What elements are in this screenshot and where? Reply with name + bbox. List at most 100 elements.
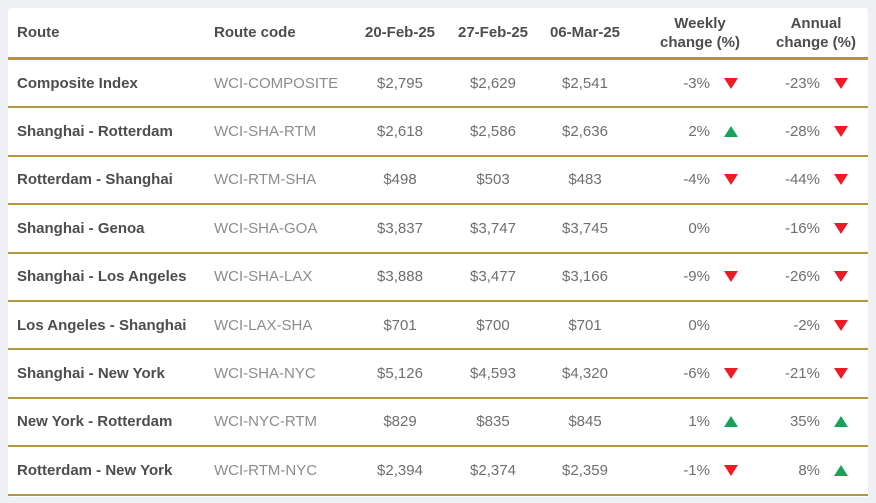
weekly-change-value: -1% — [683, 461, 710, 479]
annual-change-arrow-icon — [834, 174, 848, 186]
annual-change-value: -44% — [784, 171, 820, 189]
route-code: WCI-LAX-SHA — [214, 316, 313, 334]
weekly-change-value: -9% — [683, 268, 710, 286]
weekly-change-value: -6% — [683, 365, 710, 383]
rate-06-mar: $2,359 — [562, 461, 608, 479]
column-header-weekly-change: Weekly change (%) — [659, 14, 740, 51]
annual-change-value: 8% — [798, 461, 820, 479]
table-row: Composite Index WCI-COMPOSITE $2,795 $2,… — [8, 60, 868, 109]
annual-change-arrow-icon — [834, 368, 848, 380]
column-header-date-3: 06-Mar-25 — [549, 24, 621, 41]
weekly-change-cell: -9% — [636, 268, 764, 285]
weekly-change-value: 2% — [688, 123, 710, 141]
rate-27-feb: $835 — [476, 413, 510, 431]
weekly-change-cell: 0% — [636, 220, 764, 237]
annual-change-cell: -28% — [764, 123, 868, 140]
table-row: Los Angeles - Shanghai WCI-LAX-SHA $701 … — [8, 302, 868, 351]
route-code: WCI-NYC-RTM — [214, 413, 318, 431]
route-name: Shanghai - Los Angeles — [17, 268, 187, 286]
annual-change-value: -26% — [784, 268, 820, 286]
table-body: Composite Index WCI-COMPOSITE $2,795 $2,… — [8, 60, 868, 496]
column-header-date-2: 27-Feb-25 — [457, 24, 529, 41]
annual-change-value: -21% — [784, 365, 820, 383]
rate-20-feb: $3,888 — [377, 268, 423, 286]
rate-27-feb: $2,374 — [470, 461, 516, 479]
rate-06-mar: $4,320 — [562, 365, 608, 383]
rate-20-feb: $5,126 — [377, 365, 423, 383]
weekly-change-cell: -3% — [636, 75, 764, 92]
annual-change-arrow-icon — [834, 271, 848, 283]
annual-change-value: 35% — [789, 413, 820, 431]
rate-06-mar: $701 — [568, 316, 602, 334]
route-code: WCI-SHA-RTM — [214, 123, 317, 141]
annual-change-value: -23% — [784, 74, 820, 92]
annual-change-value: -28% — [784, 123, 820, 141]
column-header-route: Route — [17, 24, 60, 41]
rate-06-mar: $2,636 — [562, 123, 608, 141]
weekly-change-cell: -1% — [636, 462, 764, 479]
rate-06-mar: $845 — [568, 413, 602, 431]
table-row: Shanghai - Los Angeles WCI-SHA-LAX $3,88… — [8, 254, 868, 302]
weekly-change-arrow-icon — [724, 126, 738, 138]
rate-27-feb: $2,586 — [470, 123, 516, 141]
table-row: Rotterdam - New York WCI-RTM-NYC $2,394 … — [8, 447, 868, 496]
weekly-change-arrow-icon — [724, 77, 738, 89]
rate-20-feb: $2,618 — [377, 123, 423, 141]
route-code: WCI-COMPOSITE — [214, 74, 339, 92]
weekly-change-value: 0% — [688, 316, 710, 334]
column-header-route-code: Route code — [214, 24, 296, 41]
rate-20-feb: $701 — [383, 316, 417, 334]
annual-change-cell: -44% — [764, 171, 868, 188]
rate-20-feb: $829 — [383, 413, 417, 431]
table-row: Shanghai - Rotterdam WCI-SHA-RTM $2,618 … — [8, 108, 868, 157]
weekly-change-cell: -6% — [636, 365, 764, 382]
route-code: WCI-SHA-NYC — [214, 365, 316, 383]
table-header-row: Route Route code 20-Feb-25 27-Feb-25 06-… — [8, 8, 868, 60]
rate-20-feb: $3,837 — [377, 219, 423, 237]
weekly-change-arrow-icon — [724, 416, 738, 428]
rate-06-mar: $2,541 — [562, 74, 608, 92]
annual-change-arrow-icon — [834, 416, 848, 428]
weekly-change-value: -4% — [683, 171, 710, 189]
annual-change-arrow-icon — [834, 126, 848, 138]
route-name: Rotterdam - Shanghai — [17, 171, 173, 189]
annual-change-arrow-icon — [834, 222, 848, 234]
route-name: Rotterdam - New York — [17, 461, 173, 479]
annual-change-arrow-icon — [834, 319, 848, 331]
route-code: WCI-RTM-NYC — [214, 461, 318, 479]
rate-27-feb: $3,747 — [470, 219, 516, 237]
annual-change-cell: 35% — [764, 413, 868, 430]
rate-27-feb: $4,593 — [470, 365, 516, 383]
weekly-change-value: 0% — [688, 219, 710, 237]
rate-20-feb: $498 — [383, 171, 417, 189]
route-name: Shanghai - New York — [17, 365, 165, 383]
rates-table: Route Route code 20-Feb-25 27-Feb-25 06-… — [8, 8, 868, 497]
weekly-change-arrow-icon — [724, 271, 738, 283]
annual-change-value: -2% — [793, 316, 820, 334]
annual-change-arrow-icon — [834, 464, 848, 476]
rate-27-feb: $3,477 — [470, 268, 516, 286]
annual-change-value: -16% — [784, 219, 820, 237]
table-row: Rotterdam - Shanghai WCI-RTM-SHA $498 $5… — [8, 157, 868, 206]
route-name: Composite Index — [17, 74, 138, 92]
weekly-change-arrow-icon — [724, 464, 738, 476]
annual-change-arrow-icon — [834, 77, 848, 89]
column-header-annual-change: Annual change (%) — [775, 14, 856, 51]
rate-06-mar: $3,166 — [562, 268, 608, 286]
table-row: Shanghai - Genoa WCI-SHA-GOA $3,837 $3,7… — [8, 205, 868, 254]
rate-27-feb: $2,629 — [470, 74, 516, 92]
weekly-change-arrow-icon — [724, 174, 738, 186]
annual-change-cell: -23% — [764, 75, 868, 92]
annual-change-cell: -21% — [764, 365, 868, 382]
weekly-change-cell: 2% — [636, 123, 764, 140]
annual-change-cell: -2% — [764, 317, 868, 334]
rate-20-feb: $2,394 — [377, 461, 423, 479]
rate-27-feb: $700 — [476, 316, 510, 334]
column-header-date-1: 20-Feb-25 — [364, 24, 436, 41]
route-code: WCI-RTM-SHA — [214, 171, 317, 189]
table-row: Shanghai - New York WCI-SHA-NYC $5,126 $… — [8, 350, 868, 399]
rate-06-mar: $483 — [568, 171, 602, 189]
route-name: Shanghai - Genoa — [17, 219, 145, 237]
weekly-change-arrow-icon — [724, 368, 738, 380]
annual-change-cell: -26% — [764, 268, 868, 285]
